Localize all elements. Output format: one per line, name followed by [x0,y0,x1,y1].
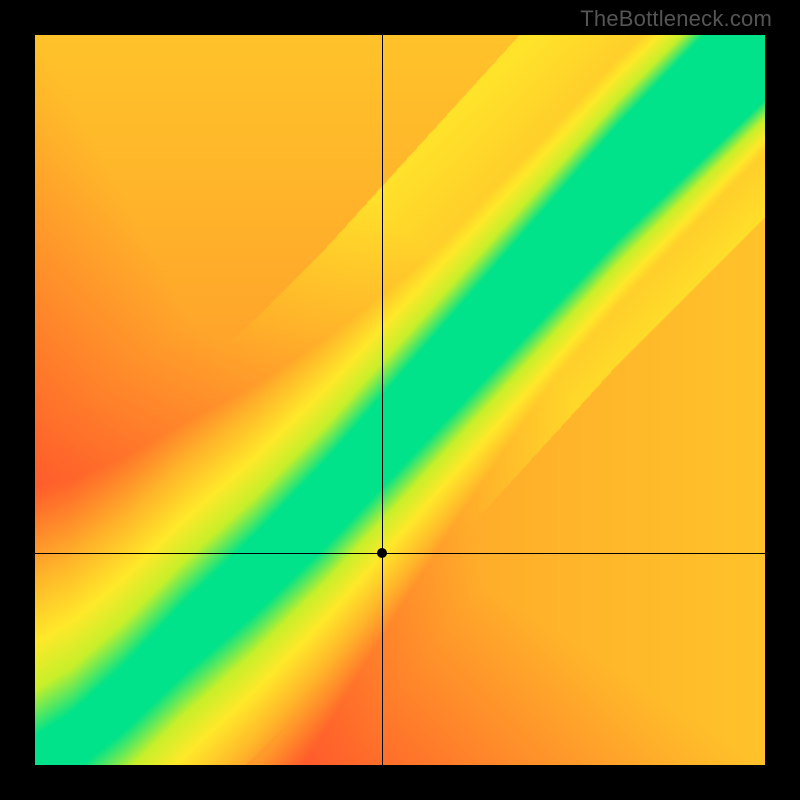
heatmap-canvas [35,35,765,765]
crosshair-vertical [382,35,383,765]
chart-container: TheBottleneck.com [0,0,800,800]
marker-dot [377,548,387,558]
plot-area [35,35,765,765]
crosshair-horizontal [35,553,765,554]
watermark-text: TheBottleneck.com [580,6,772,32]
